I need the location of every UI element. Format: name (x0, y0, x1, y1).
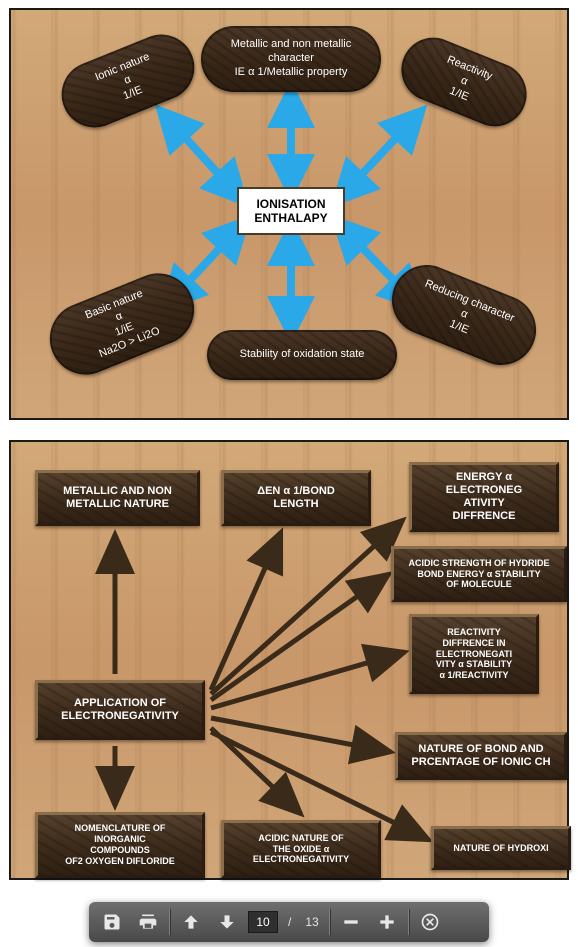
center-node-label: IONISATION ENTHALAPY (254, 197, 327, 225)
plaque-acido: ACIDIC NATURE OF THE OXIDE α ELECTRONEGA… (221, 820, 381, 878)
plaque-hydrox-label: NATURE OF HYDROXI (453, 843, 548, 854)
center-node: IONISATION ENTHALAPY (237, 187, 345, 235)
page-separator: / (288, 915, 291, 929)
node-top-label: Metallic and non metallic character IE α… (231, 38, 351, 79)
source-plaque: APPLICATION OF ELECTRONEGATIVITY (35, 680, 205, 740)
arrow-up-icon (181, 912, 201, 932)
node-ionic: Ionic nature α 1/IE (52, 25, 205, 138)
plaque-acidic: ACIDIC STRENGTH OF HYDRIDE BOND ENERGY α… (391, 546, 567, 602)
print-button[interactable] (133, 907, 163, 937)
slide-1: IONISATION ENTHALAPY Metallic and non me… (9, 8, 569, 420)
plaque-energy: ENERGY α ELECTRONEG ATIVITY DIFFRENCE (409, 462, 559, 532)
plaque-reactv: REACTIVITY DIFFRENCE IN ELECTRONEGATI VI… (409, 614, 539, 694)
plus-icon (377, 912, 397, 932)
node-react-label: Reactivity α 1/IE (434, 54, 494, 110)
toolbar-separator (408, 909, 409, 935)
close-button[interactable] (415, 907, 445, 937)
plaque-nomen-label: NOMENCLATURE OF INORGANIC COMPOUNDS OF2 … (65, 823, 175, 866)
page-total: 13 (305, 915, 318, 929)
prev-page-button[interactable] (176, 907, 206, 937)
node-reduc-label: Reducing character α 1/IE (412, 278, 516, 352)
node-react: Reactivity α 1/IE (392, 28, 537, 136)
plaque-nature-label: NATURE OF BOND AND PRCENTAGE OF IONIC CH (411, 743, 550, 769)
plaque-metal: METALLIC AND NON METALLIC NATURE (35, 470, 200, 526)
save-icon (102, 912, 122, 932)
plaque-acidic-label: ACIDIC STRENGTH OF HYDRIDE BOND ENERGY α… (408, 558, 549, 590)
print-icon (138, 912, 158, 932)
source-plaque-label: APPLICATION OF ELECTRONEGATIVITY (61, 697, 179, 723)
save-button[interactable] (97, 907, 127, 937)
node-ionic-label: Ionic nature α 1/IE (94, 51, 163, 111)
close-icon (420, 912, 440, 932)
plaque-hydrox: NATURE OF HYDROXI (431, 826, 571, 870)
plaque-metal-label: METALLIC AND NON METALLIC NATURE (63, 485, 172, 511)
node-top: Metallic and non metallic character IE α… (201, 26, 381, 92)
plaque-acido-label: ACIDIC NATURE OF THE OXIDE α ELECTRONEGA… (253, 833, 349, 865)
toolbar-separator (329, 909, 330, 935)
plaque-bond-label: ΔEN α 1/BOND LENGTH (257, 485, 335, 511)
node-stab: Stability of oxidation state (207, 330, 397, 380)
slide-2: APPLICATION OF ELECTRONEGATIVITY METALLI… (9, 440, 569, 880)
minus-icon (341, 912, 361, 932)
zoom-out-button[interactable] (336, 907, 366, 937)
plaque-nomen: NOMENCLATURE OF INORGANIC COMPOUNDS OF2 … (35, 812, 205, 878)
plaque-energy-label: ENERGY α ELECTRONEG ATIVITY DIFFRENCE (446, 471, 522, 524)
zoom-in-button[interactable] (372, 907, 402, 937)
node-stab-label: Stability of oxidation state (240, 348, 365, 362)
node-basic: Basic nature α 1/iE Na2O > Li2O (39, 263, 205, 386)
node-basic-label: Basic nature α 1/iE Na2O > Li2O (82, 286, 162, 361)
plaque-bond: ΔEN α 1/BOND LENGTH (221, 470, 371, 526)
arrow-down-icon (217, 912, 237, 932)
page-number-input[interactable] (248, 911, 278, 933)
toolbar-separator (169, 909, 170, 935)
plaque-reactv-label: REACTIVITY DIFFRENCE IN ELECTRONEGATI VI… (436, 627, 512, 681)
pdf-toolbar: / 13 (89, 902, 489, 942)
plaque-nature: NATURE OF BOND AND PRCENTAGE OF IONIC CH (395, 732, 567, 780)
next-page-button[interactable] (212, 907, 242, 937)
node-reduc: Reducing character α 1/IE (381, 254, 546, 375)
